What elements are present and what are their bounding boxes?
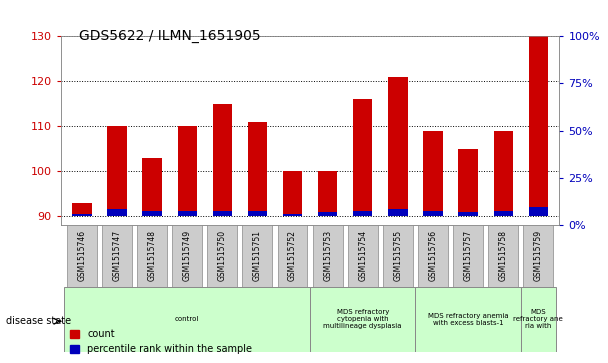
Text: GSM1515755: GSM1515755 [393,231,402,281]
Text: GDS5622 / ILMN_1651905: GDS5622 / ILMN_1651905 [80,29,261,43]
Bar [388,77,407,216]
FancyBboxPatch shape [172,225,202,287]
Text: GSM1515751: GSM1515751 [253,231,262,281]
FancyBboxPatch shape [310,287,415,352]
Bar [213,104,232,216]
Text: GSM1515747: GSM1515747 [112,231,122,281]
Text: GSM1515753: GSM1515753 [323,231,332,281]
Bar [178,126,197,216]
Bar [283,214,302,216]
Text: GSM1515759: GSM1515759 [534,231,543,281]
Text: MDS refractory anemia
with excess blasts-1: MDS refractory anemia with excess blasts… [428,313,508,326]
FancyBboxPatch shape [348,225,378,287]
Bar [108,209,126,216]
FancyBboxPatch shape [415,287,520,352]
FancyBboxPatch shape [523,225,553,287]
FancyBboxPatch shape [488,225,518,287]
Bar [247,122,267,216]
Bar [213,211,232,216]
Text: MDS refractory
cytopenia with
multilineage dysplasia: MDS refractory cytopenia with multilinea… [323,309,402,330]
Bar [142,211,162,216]
FancyBboxPatch shape [453,225,483,287]
Text: GSM1515752: GSM1515752 [288,231,297,281]
Bar [494,211,513,216]
Bar [353,99,372,216]
Bar [423,211,443,216]
FancyBboxPatch shape [64,287,310,352]
FancyBboxPatch shape [313,225,342,287]
FancyBboxPatch shape [278,225,308,287]
Legend: count, percentile rank within the sample: count, percentile rank within the sample [66,326,256,358]
Bar [388,209,407,216]
Bar [528,36,548,216]
Text: GSM1515757: GSM1515757 [463,231,472,281]
Bar [178,211,197,216]
FancyBboxPatch shape [67,225,97,287]
Bar [458,212,478,216]
Bar [458,149,478,216]
Text: GSM1515746: GSM1515746 [77,231,86,281]
Bar [142,158,162,216]
Text: GSM1515754: GSM1515754 [358,231,367,281]
FancyBboxPatch shape [102,225,132,287]
Bar [283,171,302,216]
Text: GSM1515748: GSM1515748 [148,231,157,281]
Bar [528,207,548,216]
Text: GSM1515750: GSM1515750 [218,231,227,281]
Bar [423,131,443,216]
Text: control: control [175,317,199,322]
FancyBboxPatch shape [383,225,413,287]
Text: GSM1515756: GSM1515756 [429,231,438,281]
Bar [318,171,337,216]
Bar [72,214,92,216]
FancyBboxPatch shape [243,225,272,287]
Bar [247,211,267,216]
FancyBboxPatch shape [418,225,448,287]
Bar [494,131,513,216]
Bar [72,203,92,216]
FancyBboxPatch shape [207,225,237,287]
FancyBboxPatch shape [137,225,167,287]
Bar [353,211,372,216]
Text: GSM1515758: GSM1515758 [499,231,508,281]
Text: GSM1515749: GSM1515749 [182,231,192,281]
Text: MDS
refractory ane
ria with: MDS refractory ane ria with [513,309,563,330]
Bar [318,212,337,216]
Bar [108,126,126,216]
FancyBboxPatch shape [520,287,556,352]
Text: disease state: disease state [6,316,71,326]
